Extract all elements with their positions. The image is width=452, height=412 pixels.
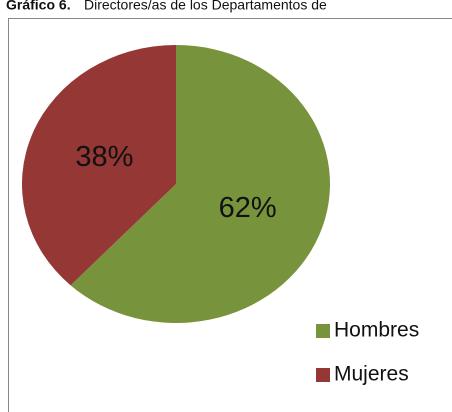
pie-slice <box>70 45 330 323</box>
chart-frame <box>8 18 452 412</box>
legend-swatch <box>316 368 330 382</box>
legend-swatch <box>316 324 330 338</box>
data-label: 62% <box>219 192 277 224</box>
legend-label: Mujeres <box>334 363 409 386</box>
chart-subtitle: Directores/as de los Departamentos de <box>84 0 327 13</box>
data-label: 38% <box>75 141 133 173</box>
legend-label: Hombres <box>334 319 419 342</box>
chart-title: Gráfico 6. <box>6 0 71 13</box>
pie-slice <box>22 44 176 286</box>
